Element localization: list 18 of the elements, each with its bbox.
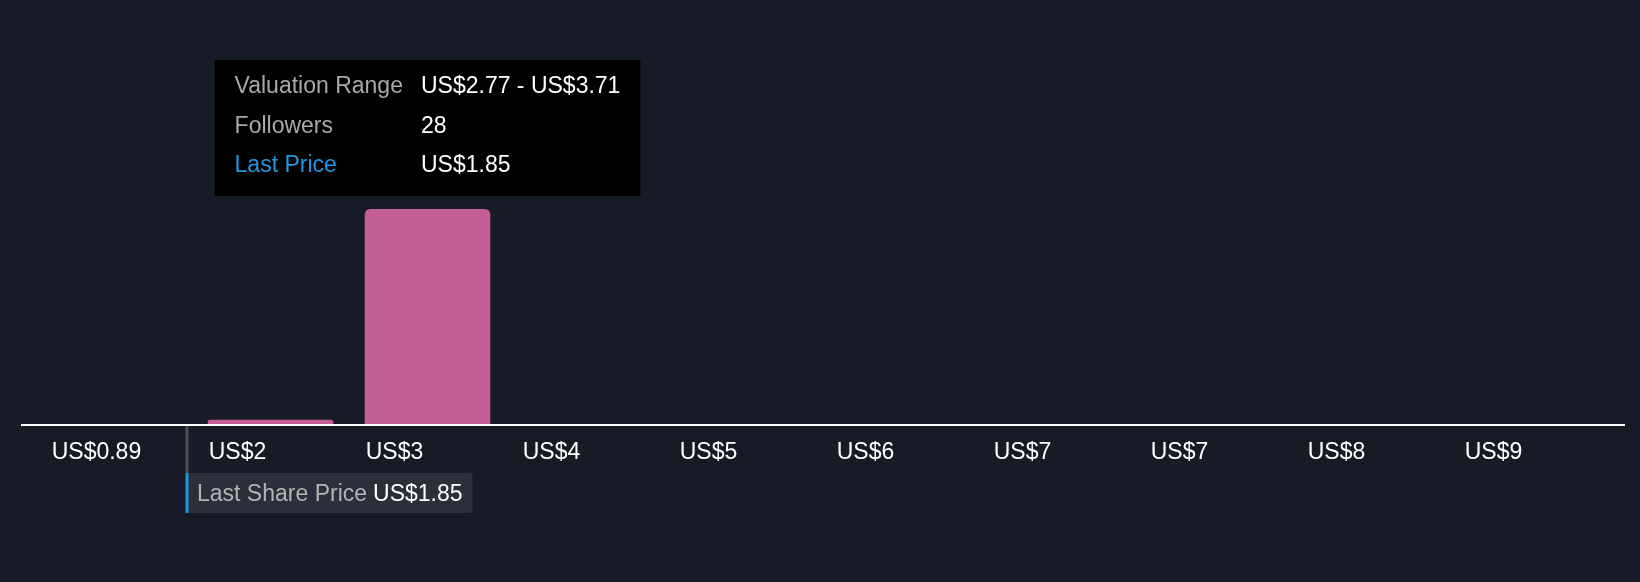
x-tick-label: US$2 [208, 438, 267, 464]
text: 28 [420, 111, 447, 138]
x-tick-label: US$3 [365, 438, 424, 464]
text: US$1.85 [420, 151, 511, 177]
text: Last Price [234, 151, 337, 177]
x-tick-label: US$0.89 [51, 438, 142, 464]
x-tick-label: US$6 [836, 438, 895, 464]
x-tick-label: US$7 [993, 438, 1052, 464]
x-tick-label: US$5 [679, 438, 738, 464]
x-tick-label: US$4 [522, 438, 581, 464]
text: Followers [234, 111, 334, 138]
text: Valuation Range [234, 72, 403, 98]
x-tick-label: US$9 [1464, 438, 1523, 464]
text: Last Share Price [197, 480, 368, 506]
x-tick-label: US$8 [1307, 438, 1366, 464]
text: US$2.77 - US$3.71 [420, 72, 621, 98]
text: US$1.85 [373, 480, 463, 506]
x-tick-label: US$7 [1150, 438, 1209, 464]
